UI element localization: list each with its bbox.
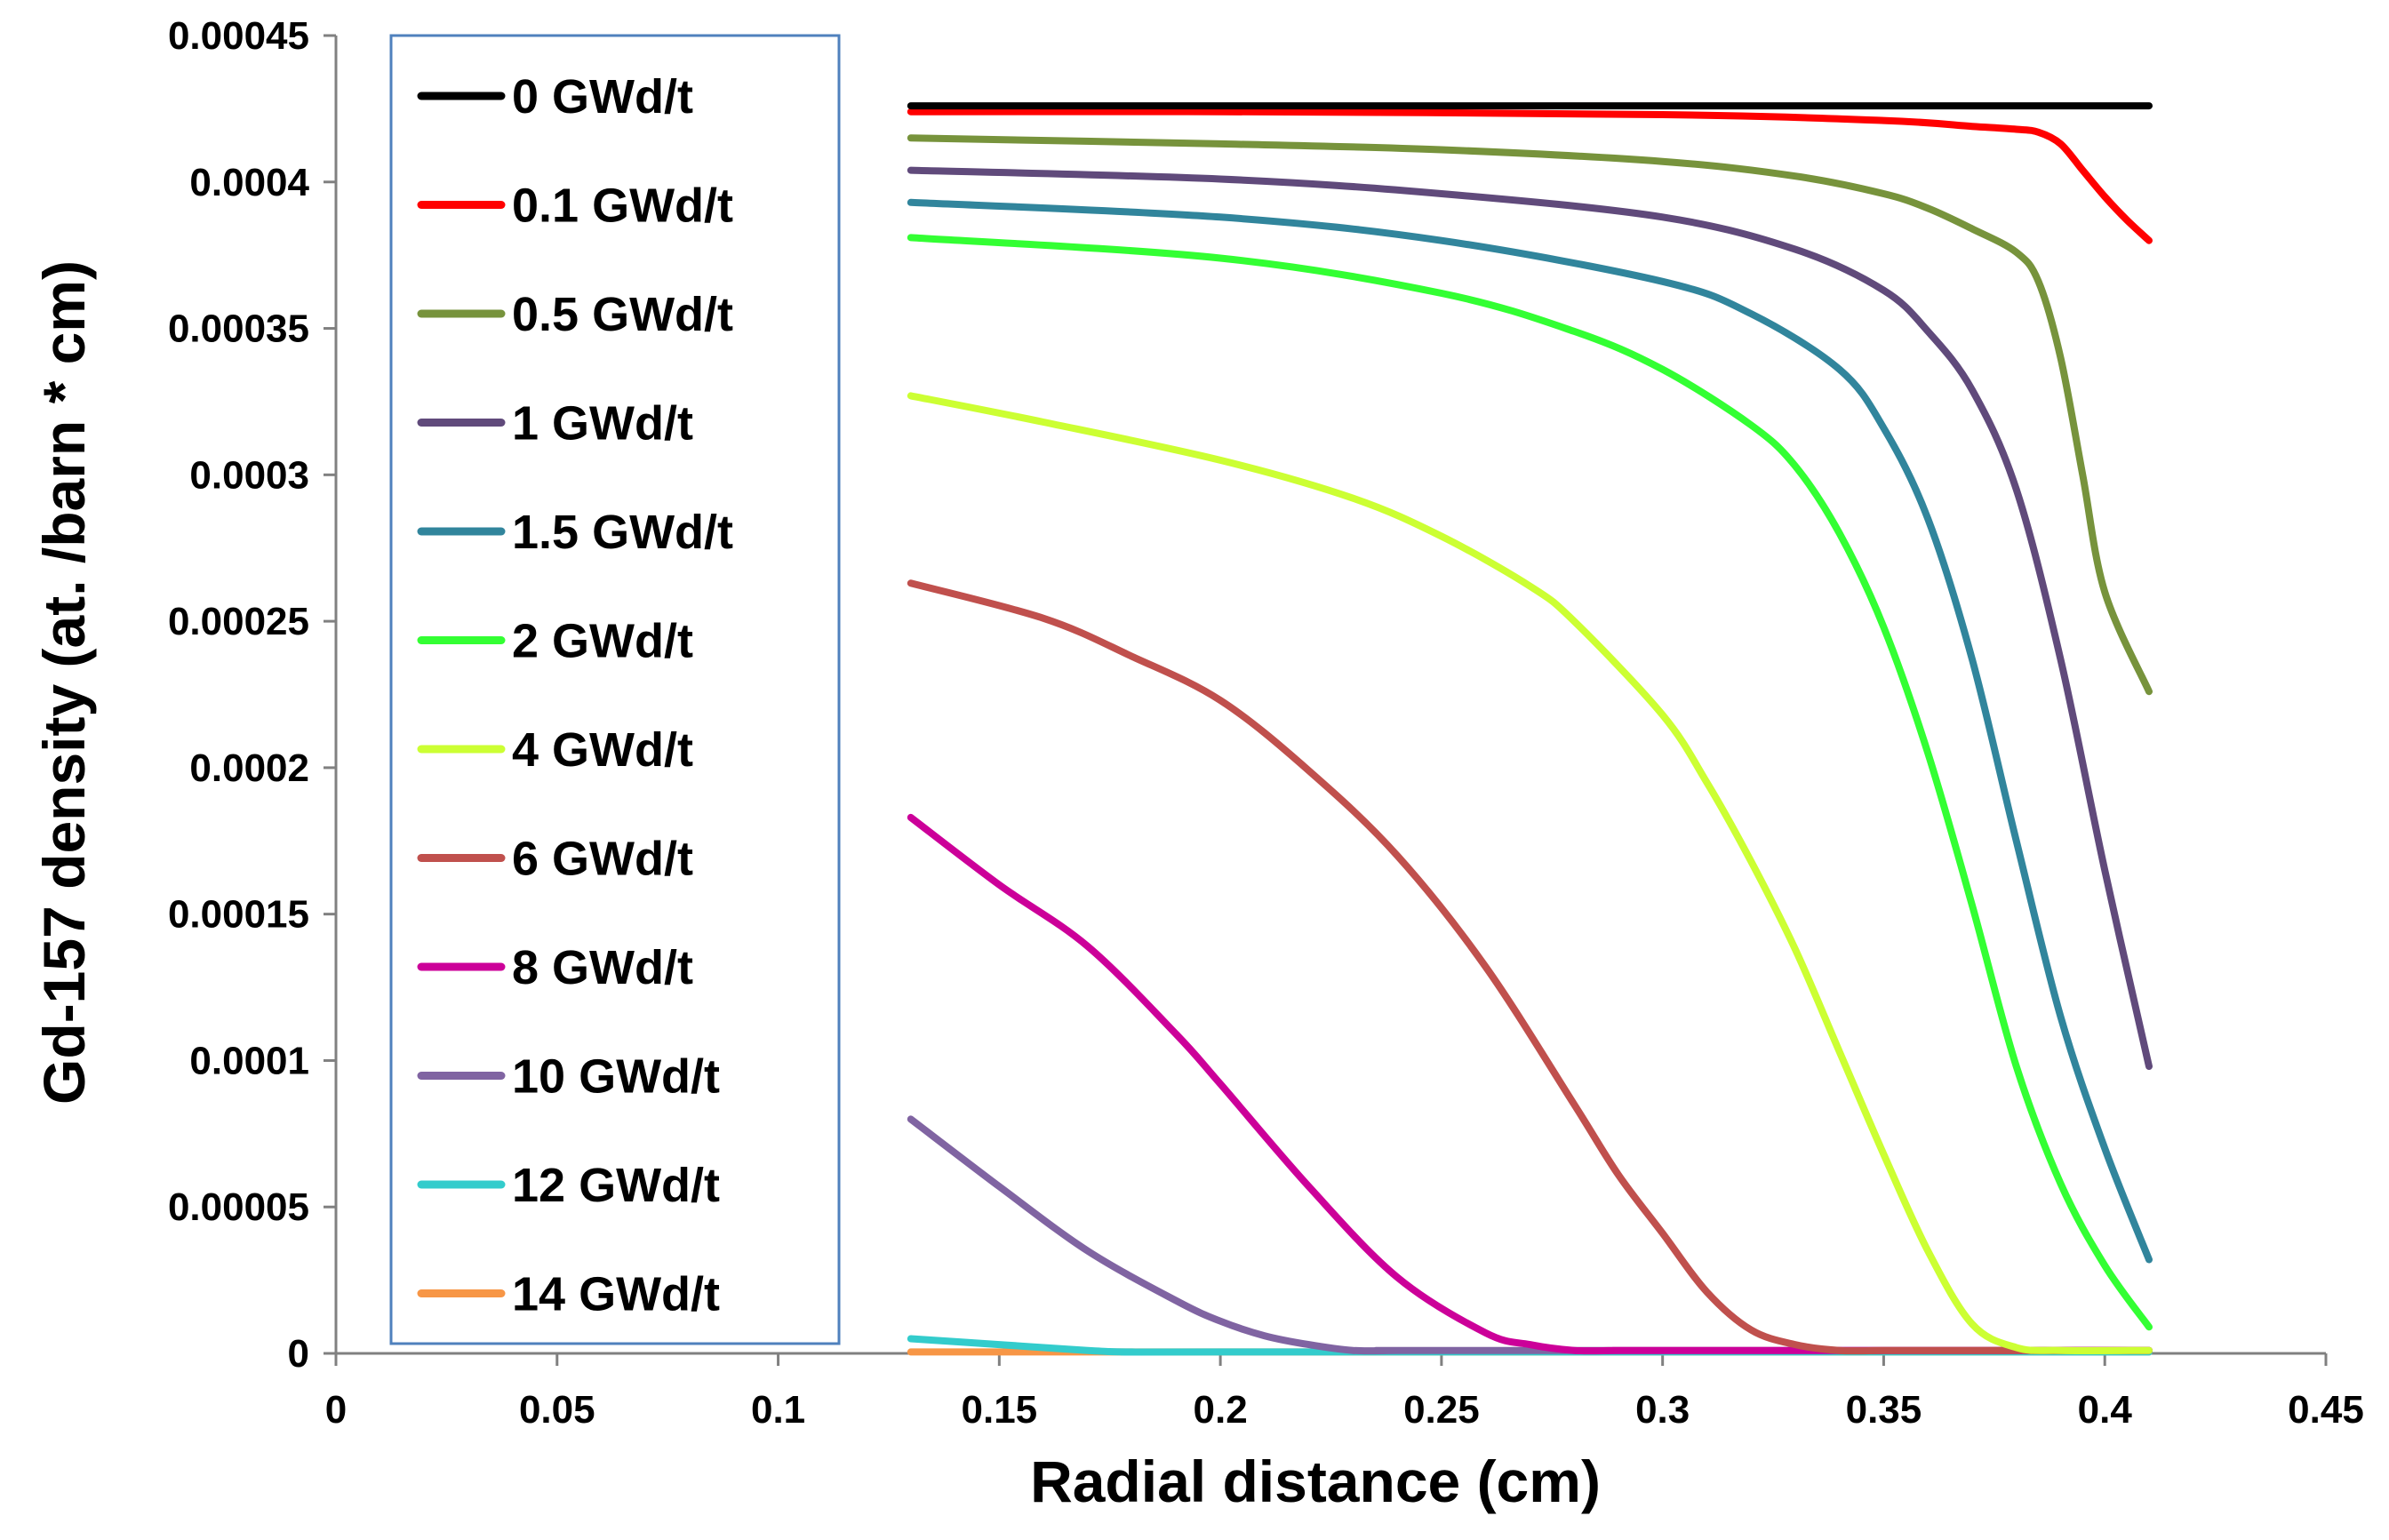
series-line-2 xyxy=(907,134,2153,696)
x-tick-label: 0.1 xyxy=(751,1388,805,1432)
y-tick-label: 0.00015 xyxy=(168,893,309,937)
y-tick-label: 0.00005 xyxy=(168,1185,309,1229)
x-tick-label: 0 xyxy=(325,1388,347,1432)
x-tick-label: 0.35 xyxy=(1846,1388,1922,1432)
series-line-8 xyxy=(907,813,2153,1355)
series-line-4 xyxy=(907,198,2153,1264)
legend-label-4: 1.5 GWd/t xyxy=(512,506,733,559)
legend-label-1: 0.1 GWd/t xyxy=(512,180,733,233)
legend-label-3: 1 GWd/t xyxy=(512,397,693,451)
x-tick-label: 0.45 xyxy=(2288,1388,2364,1432)
series-lines xyxy=(907,102,2153,1356)
legend-label-10: 12 GWd/t xyxy=(512,1159,720,1212)
series-line-1 xyxy=(907,108,2153,244)
y-tick-label: 0.0002 xyxy=(189,746,309,790)
legend-label-8: 8 GWd/t xyxy=(512,941,693,994)
legend-label-6: 4 GWd/t xyxy=(512,723,693,777)
x-tick-label: 0.05 xyxy=(519,1388,595,1432)
legend-label-5: 2 GWd/t xyxy=(512,615,693,668)
legend: 0 GWd/t 0.1 GWd/t 0.5 GWd/t 1 GWd/t 1.5 GWd/… xyxy=(389,34,841,1345)
series-line-5 xyxy=(907,234,2153,1331)
x-axis-title: Radial distance (cm) xyxy=(1030,1448,1601,1514)
series-line-3 xyxy=(907,166,2153,1070)
y-tick-label: 0.00035 xyxy=(168,307,309,351)
legend-label-9: 10 GWd/t xyxy=(512,1050,720,1104)
x-tick-label: 0.2 xyxy=(1194,1388,1248,1432)
y-tick-label: 0 xyxy=(288,1332,309,1376)
y-axis-title: Gd-157 density (at. /barn * cm) xyxy=(31,260,97,1105)
legend-label-0: 0 GWd/t xyxy=(512,70,693,124)
legend-label-2: 0.5 GWd/t xyxy=(512,288,733,341)
x-tick-label: 0.3 xyxy=(1635,1388,1690,1432)
x-tick-label: 0.4 xyxy=(2078,1388,2133,1432)
axes: 0 0.05 0.1 0.15 0.2 0.25 0.3 0.35 0.4 0.45 0 0.0000… xyxy=(168,14,2364,1432)
series-line-7 xyxy=(907,579,2153,1355)
legend-label-7: 6 GWd/t xyxy=(512,833,693,886)
y-tick-label: 0.00025 xyxy=(168,600,309,643)
y-tick-label: 0.0003 xyxy=(189,453,309,497)
y-tick-label: 0.0004 xyxy=(189,161,309,204)
legend-box xyxy=(389,34,841,1345)
series-line-6 xyxy=(907,392,2153,1354)
legend-label-11: 14 GWd/t xyxy=(512,1268,720,1321)
x-tick-label: 0.15 xyxy=(962,1388,1038,1432)
x-tick-label: 0.25 xyxy=(1403,1388,1480,1432)
y-tick-label: 0.0001 xyxy=(189,1039,309,1082)
y-tick-label: 0.00045 xyxy=(168,14,309,58)
